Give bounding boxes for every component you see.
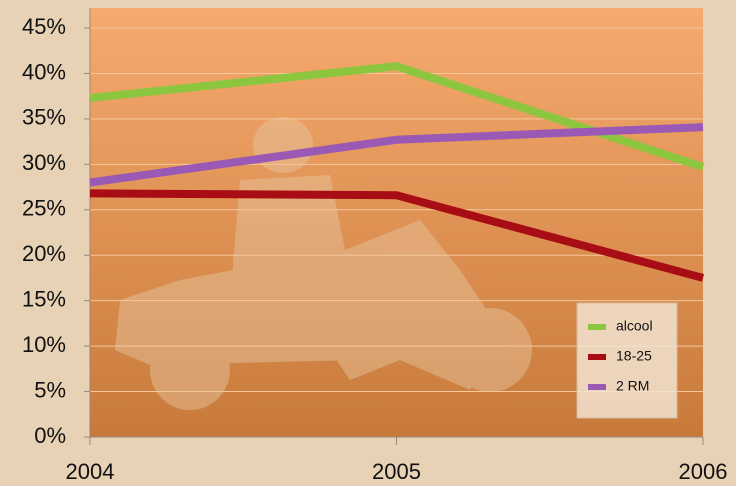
legend-label: alcool — [616, 318, 653, 334]
legend-label: 2 RM — [616, 378, 649, 394]
y-tick-label: 45% — [22, 14, 66, 39]
y-tick-label: 20% — [22, 241, 66, 266]
y-tick-label: 15% — [22, 286, 66, 311]
legend-label: 18-25 — [616, 348, 652, 364]
legend-swatch — [588, 324, 606, 330]
x-tick-label: 2004 — [66, 459, 115, 484]
y-tick-label: 5% — [34, 377, 66, 402]
y-tick-label: 40% — [22, 59, 66, 84]
chart: 0% 5% 10% 15% 20% 25% 30% 35% 40% 45% 2004 2005 2006… — [0, 0, 736, 486]
y-tick-label: 35% — [22, 105, 66, 130]
y-tick-label: 30% — [22, 150, 66, 175]
x-tick-label: 2005 — [372, 459, 421, 484]
y-tick-label: 0% — [34, 423, 66, 448]
legend-swatch — [588, 354, 606, 360]
x-tick-label: 2006 — [679, 459, 728, 484]
y-tick-label: 25% — [22, 196, 66, 221]
legend-swatch — [588, 384, 606, 390]
y-tick-label: 10% — [22, 332, 66, 357]
